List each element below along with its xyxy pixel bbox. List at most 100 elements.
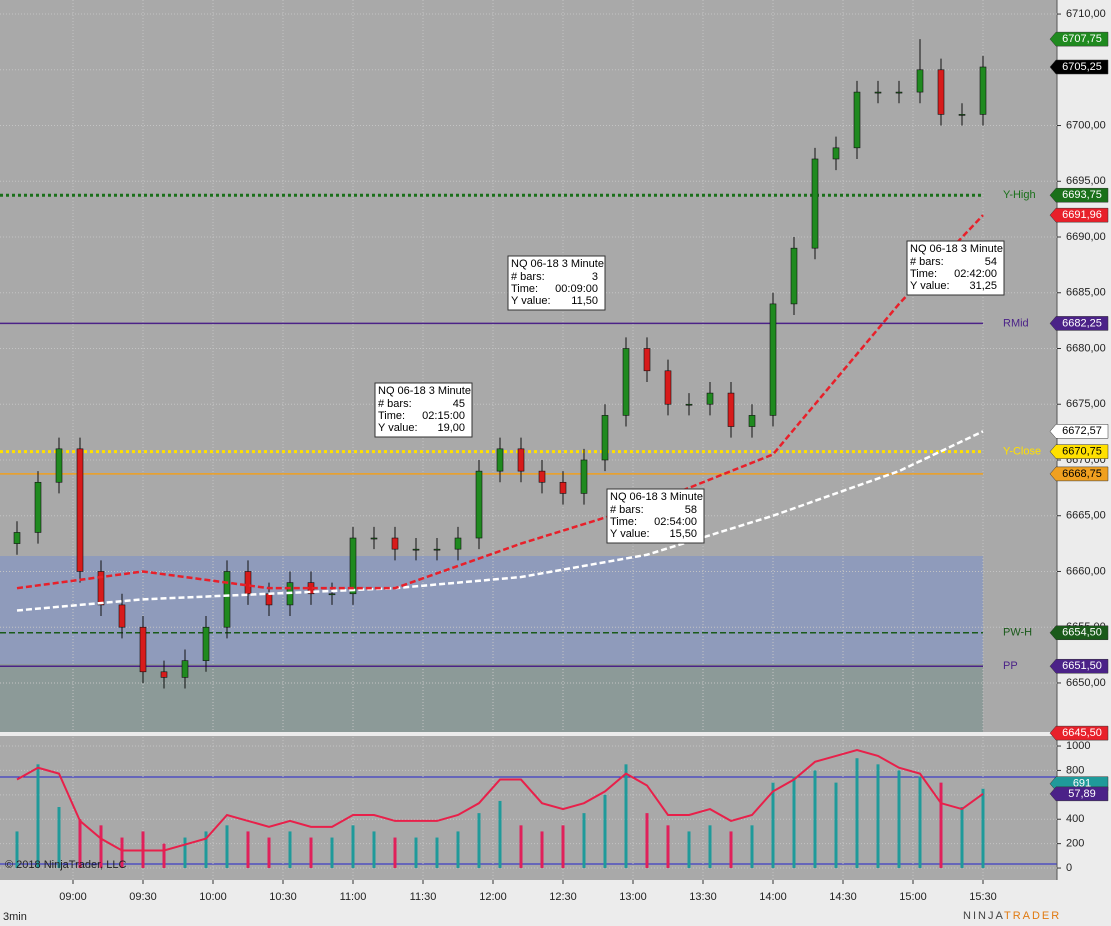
price-tag-shape [1049, 187, 1109, 203]
annotation-key: Time: [910, 268, 937, 280]
y-tick-label: 6700,00 [1066, 119, 1106, 131]
annotation-value: 19,00 [437, 422, 465, 434]
y-tick-label: 6660,00 [1066, 565, 1106, 577]
volume-bar [393, 837, 397, 869]
volume-bar [918, 776, 922, 869]
price-tag-label: 6672,57 [1062, 425, 1102, 437]
volume-bar [183, 837, 187, 869]
candle-body [706, 392, 714, 405]
candle-body [454, 537, 462, 550]
annotation: NQ 06-18 3 Minute# bars: 45 Time: 02:15:00 Y… [374, 382, 473, 438]
price-tag: 6672,57 [1049, 424, 1109, 439]
volume-bar [225, 825, 229, 869]
x-tick-label: 11:30 [410, 891, 437, 903]
volume-bar [414, 837, 418, 869]
x-tick-label: 15:30 [969, 891, 997, 903]
volume-bar [939, 782, 943, 869]
candle-body [790, 247, 798, 305]
panel-separator [0, 732, 1057, 736]
candle-body [433, 548, 441, 551]
candle-body [223, 571, 231, 628]
candle-body [370, 537, 378, 540]
volume-bar [540, 831, 544, 869]
volume-bar [372, 831, 376, 869]
price-tag-label: 6705,25 [1062, 61, 1102, 73]
candle-body [622, 348, 630, 416]
price-tag-shape [1049, 207, 1109, 223]
candle-body [160, 671, 168, 678]
candle-body [55, 448, 63, 483]
price-tag-shape [1049, 316, 1109, 331]
candle-body [811, 158, 819, 249]
candle-body [580, 459, 588, 494]
volume-bar [624, 764, 628, 869]
x-tick-label: 10:00 [199, 891, 227, 903]
annotation-key: Time: [378, 410, 405, 422]
volume-bar [561, 825, 565, 869]
y-tick-label: 0 [1066, 862, 1072, 874]
zone-gray [0, 664, 983, 732]
candle-body [664, 370, 672, 405]
volume-bar [36, 764, 40, 869]
candle-body [832, 147, 840, 160]
price-tag-label: 57,89 [1068, 788, 1096, 800]
price-tag-label: 6707,75 [1062, 33, 1102, 45]
candle-body [748, 415, 756, 427]
x-tick-label: 14:00 [759, 891, 787, 903]
annotation: NQ 06-18 3 Minute# bars: 58 Time: 02:54:00 Y… [606, 488, 705, 544]
price-tag-shape [1049, 725, 1109, 741]
annotation-value: 3 [592, 271, 598, 283]
level-label: Y-Close [1003, 446, 1041, 458]
annotation-key: Y value: [910, 280, 950, 292]
annotation-key: Y value: [610, 528, 650, 540]
annotation-value: 00:09:00 [555, 283, 598, 295]
annotation: NQ 06-18 3 Minute# bars: 54 Time: 02:42:00 Y… [906, 240, 1005, 296]
x-tick-label: 13:30 [689, 891, 717, 903]
x-tick-label: 15:00 [899, 891, 927, 903]
price-tag-label: 6645,50 [1062, 727, 1102, 739]
y-tick-label: 6665,00 [1066, 510, 1106, 522]
y-tick-label: 6710,00 [1066, 8, 1106, 20]
moving-average [16, 214, 984, 590]
price-tag-shape [1049, 658, 1109, 674]
volume-bar [267, 837, 271, 869]
candle-body [538, 470, 546, 483]
candle-body [181, 660, 189, 678]
candle-body [97, 571, 105, 606]
annotation-key: Y value: [511, 295, 551, 307]
x-tick-label: 10:30 [269, 891, 297, 903]
volume-bar [792, 776, 796, 869]
moving-average [16, 430, 984, 612]
annotation-value: 02:15:00 [422, 410, 465, 422]
y-tick-label: 200 [1066, 838, 1084, 850]
price-tag: 6651,50 [1049, 658, 1109, 674]
price-tag-shape [1049, 444, 1109, 459]
candle-body [76, 448, 84, 572]
annotation-key: # bars: [511, 271, 545, 283]
price-tag-label: 6668,75 [1062, 468, 1102, 480]
candle-body [685, 403, 693, 406]
annotation-box [606, 488, 705, 544]
x-tick-label: 13:00 [619, 891, 647, 903]
level-label: Y-High [1003, 189, 1036, 201]
volume-bar [162, 843, 166, 869]
volume-bar [435, 837, 439, 869]
candle-body [643, 348, 651, 372]
price-tag-label: 6693,75 [1062, 189, 1102, 201]
volume-bar [351, 825, 355, 869]
y-tick-label: 6680,00 [1066, 342, 1106, 354]
annotation-value: 15,50 [669, 528, 697, 540]
level-label: PW-H [1003, 627, 1032, 639]
annotation-box [507, 255, 606, 311]
annotation-value: 54 [985, 256, 997, 268]
candle-body [895, 91, 903, 94]
volume-bar [78, 819, 82, 869]
annotation-key: Time: [610, 516, 637, 528]
y-tick-label: 6650,00 [1066, 677, 1106, 689]
y-tick-label: 1000 [1066, 740, 1090, 752]
volume-bar [771, 782, 775, 869]
candle-body [391, 537, 399, 550]
candle-body [769, 303, 777, 416]
